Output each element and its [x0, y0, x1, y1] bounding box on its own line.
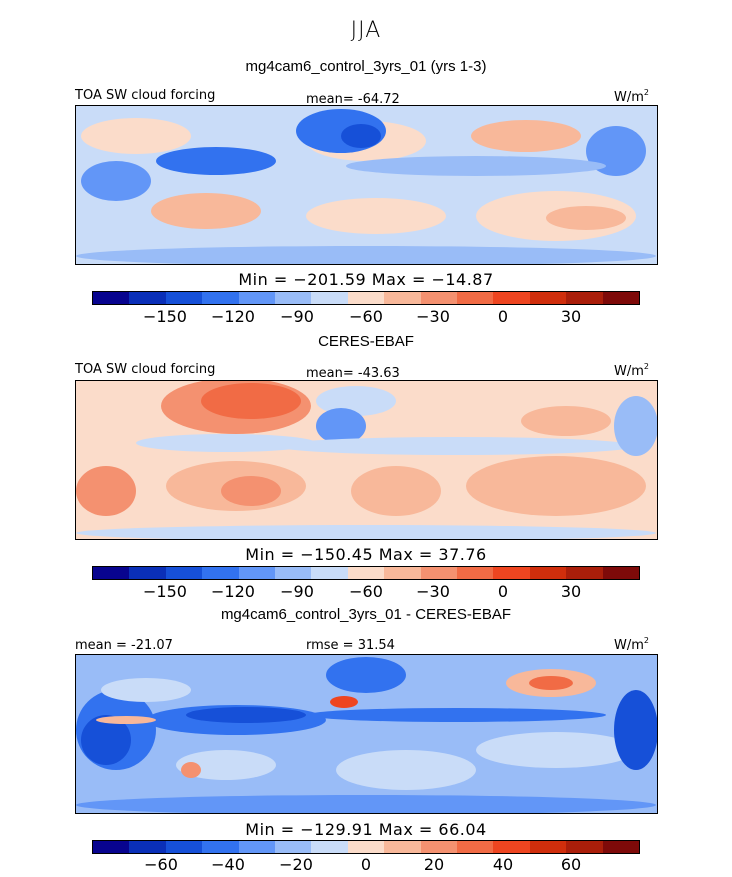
- colorbar-tick: −60: [349, 582, 383, 601]
- panel-1-colorbar-ticks: −150 −120 −90 −60 −30 0 30: [0, 307, 732, 329]
- colorbar-swatch: [202, 841, 239, 853]
- colorbar-swatch: [384, 841, 421, 853]
- colorbar-tick: −60: [349, 307, 383, 326]
- colorbar-swatch: [420, 567, 458, 579]
- colorbar-tick: −120: [211, 582, 255, 601]
- colorbar-tick: −90: [280, 307, 314, 326]
- colorbar-swatch: [493, 841, 530, 853]
- colorbar-tick: −30: [416, 582, 450, 601]
- colorbar-swatch: [129, 841, 166, 853]
- colorbar-swatch: [493, 292, 530, 304]
- colorbar-tick: 0: [497, 307, 509, 326]
- colorbar-swatch: [420, 292, 458, 304]
- panel-3-map: [75, 654, 658, 814]
- colorbar-swatch: [529, 567, 567, 579]
- panel-2-title: CERES-EBAF: [318, 333, 414, 350]
- colorbar-tick: −90: [280, 582, 314, 601]
- colorbar-swatch: [420, 841, 458, 853]
- colorbar-swatch: [529, 292, 567, 304]
- colorbar-swatch: [602, 567, 640, 579]
- panel-3-title: mg4cam6_control_3yrs_01 - CERES-EBAF: [220, 606, 512, 623]
- colorbar-swatch: [566, 292, 603, 304]
- panel-3-colorbar: [92, 840, 640, 854]
- colorbar-swatch: [238, 841, 276, 853]
- panel-2-map: [75, 380, 658, 540]
- colorbar-swatch: [493, 567, 530, 579]
- panel-3-mean-label: mean = -21.07: [75, 638, 173, 653]
- colorbar-swatch: [347, 841, 385, 853]
- colorbar-swatch: [311, 567, 348, 579]
- panel-2-units: W/m2: [614, 362, 649, 379]
- panel-1-colorbar: [92, 291, 640, 305]
- colorbar-swatch: [457, 567, 494, 579]
- colorbar-tick: 30: [560, 307, 582, 326]
- colorbar-tick: 30: [560, 582, 582, 601]
- colorbar-tick: 0: [497, 582, 509, 601]
- colorbar-swatch: [566, 567, 603, 579]
- colorbar-tick: −40: [211, 855, 245, 874]
- panel-3-units: W/m2: [614, 636, 649, 653]
- colorbar-swatch: [165, 292, 203, 304]
- colorbar-swatch: [384, 567, 421, 579]
- colorbar-swatch: [238, 292, 276, 304]
- colorbar-tick: −20: [279, 855, 313, 874]
- colorbar-swatch: [238, 567, 276, 579]
- colorbar-swatch: [129, 292, 166, 304]
- panel-2-mean-label: mean= -43.63: [306, 366, 400, 381]
- colorbar-swatch: [384, 292, 421, 304]
- panel-2-colorbar-ticks: −150 −120 −90 −60 −30 0 30: [0, 582, 732, 604]
- colorbar-tick: −30: [416, 307, 450, 326]
- colorbar-swatch: [202, 567, 239, 579]
- colorbar-swatch: [275, 292, 312, 304]
- colorbar-tick: −120: [211, 307, 255, 326]
- colorbar-swatch: [529, 841, 567, 853]
- colorbar-tick: −150: [143, 307, 187, 326]
- season-title: JJA: [350, 18, 382, 43]
- colorbar-swatch: [347, 292, 385, 304]
- colorbar-swatch: [93, 292, 130, 304]
- colorbar-swatch: [457, 292, 494, 304]
- panel-2-minmax: Min = −150.45 Max = 37.76: [245, 545, 487, 564]
- colorbar-tick: 40: [492, 855, 514, 874]
- panel-1-map: [75, 105, 658, 265]
- colorbar-swatch: [275, 841, 312, 853]
- colorbar-swatch: [93, 841, 130, 853]
- colorbar-swatch: [311, 292, 348, 304]
- colorbar-swatch: [202, 292, 239, 304]
- panel-2-colorbar: [92, 566, 640, 580]
- panel-3-minmax: Min = −129.91 Max = 66.04: [245, 820, 487, 839]
- colorbar-tick: −150: [143, 582, 187, 601]
- panel-3-colorbar-ticks: −60 −40 −20 0 20 40 60: [0, 855, 732, 877]
- panel-3-rmse-label: rmse = 31.54: [306, 638, 395, 653]
- colorbar-tick: 20: [423, 855, 445, 874]
- colorbar-swatch: [311, 841, 348, 853]
- colorbar-swatch: [93, 567, 130, 579]
- colorbar-swatch: [602, 841, 640, 853]
- colorbar-tick: 0: [360, 855, 372, 874]
- colorbar-swatch: [602, 292, 640, 304]
- panel-1-units: W/m2: [614, 88, 649, 105]
- colorbar-swatch: [275, 567, 312, 579]
- colorbar-tick: −60: [144, 855, 178, 874]
- colorbar-swatch: [165, 567, 203, 579]
- panel-2-variable-label: TOA SW cloud forcing: [75, 362, 216, 377]
- panel-1-title: mg4cam6_control_3yrs_01 (yrs 1-3): [245, 58, 487, 75]
- panel-1-variable-label: TOA SW cloud forcing: [75, 88, 216, 103]
- colorbar-swatch: [165, 841, 203, 853]
- colorbar-swatch: [347, 567, 385, 579]
- panel-1-mean-label: mean= -64.72: [306, 92, 400, 107]
- colorbar-swatch: [457, 841, 494, 853]
- panel-1-minmax: Min = −201.59 Max = −14.87: [238, 270, 494, 289]
- colorbar-tick: 60: [560, 855, 582, 874]
- colorbar-swatch: [566, 841, 603, 853]
- colorbar-swatch: [129, 567, 166, 579]
